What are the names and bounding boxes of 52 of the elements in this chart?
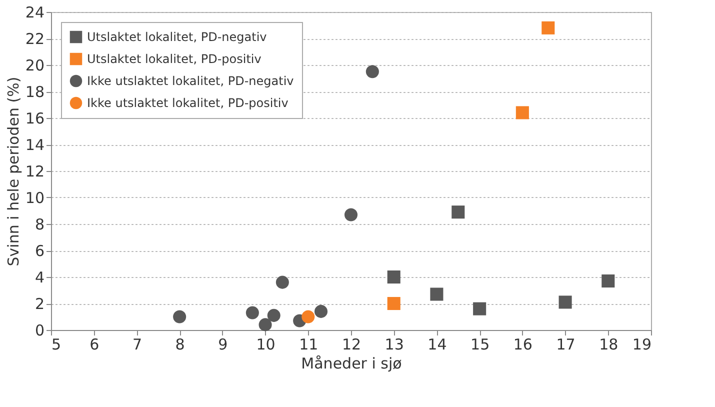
point (516, 106, 529, 120)
y-tick-label: 12 (25, 162, 44, 180)
x-tick-label: 12 (342, 336, 362, 354)
x-tick-label: 19 (632, 336, 652, 354)
y-tick-label: 6 (34, 242, 44, 260)
point (302, 310, 315, 324)
y-tick-label: 20 (25, 56, 44, 74)
point (344, 208, 358, 222)
x-tick-label: 17 (556, 336, 576, 354)
y-tick-label: 0 (34, 322, 44, 340)
x-tick-label: 8 (175, 336, 185, 354)
y-tick-label: 10 (25, 189, 44, 207)
point (473, 302, 486, 316)
point (276, 276, 289, 289)
point (602, 274, 615, 288)
x-tick-label: 14 (428, 336, 447, 354)
legend-label: Utslaktet lokalitet, PD-positiv (87, 52, 262, 66)
point (267, 308, 280, 322)
x-tick-label: 10 (256, 336, 276, 354)
x-tick-label: 16 (513, 336, 532, 354)
x-tick-label: 18 (599, 336, 618, 354)
x-tick-label: 6 (90, 336, 100, 354)
x-tick-label: 5 (52, 336, 62, 354)
x-tick-label: 9 (218, 336, 228, 354)
x-tick-label: 15 (470, 336, 490, 354)
point (542, 21, 555, 34)
point (387, 270, 400, 284)
x-axis-title: Måneder i sjø (301, 354, 402, 372)
y-tick-label: 18 (25, 83, 44, 101)
x-tick-label: 11 (299, 336, 318, 354)
point (173, 310, 186, 324)
y-tick-label: 2 (34, 295, 44, 313)
legend-label: Utslaktet lokalitet, PD-negativ (87, 30, 267, 44)
point (452, 206, 465, 219)
y-tick-label: 4 (34, 268, 44, 286)
y-tick-label: 14 (25, 136, 44, 154)
y-tick-label: 8 (34, 216, 44, 234)
legend-label: Ikke utslaktet lokalitet, PD-positiv (87, 96, 288, 110)
x-tick-label: 7 (132, 336, 142, 354)
point (558, 296, 572, 309)
point (246, 306, 259, 320)
point (258, 318, 272, 332)
legend-label: Ikke utslaktet lokalitet, PD-negativ (87, 74, 294, 88)
y-axis-title: Svinn i hele perioden (%) (4, 76, 22, 266)
y-tick-label: 16 (25, 110, 44, 128)
point (387, 296, 400, 310)
y-tick-label: 22 (25, 30, 44, 48)
point (366, 65, 379, 78)
point (430, 288, 444, 301)
y-tick-label: 24 (25, 4, 44, 22)
point (314, 304, 328, 318)
x-tick-label: 13 (384, 336, 404, 354)
